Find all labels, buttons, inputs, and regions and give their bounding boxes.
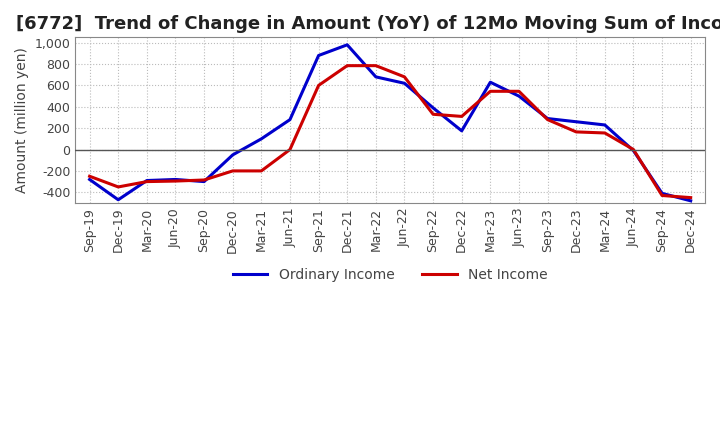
Ordinary Income: [515, 93, 523, 99]
Net Income: [85, 174, 94, 179]
Ordinary Income: [457, 128, 466, 133]
Net Income: [286, 147, 294, 152]
Ordinary Income: [572, 119, 580, 125]
Ordinary Income: [286, 117, 294, 122]
Ordinary Income: [85, 177, 94, 182]
Net Income: [314, 83, 323, 88]
Legend: Ordinary Income, Net Income: Ordinary Income, Net Income: [233, 268, 547, 282]
Ordinary Income: [143, 178, 151, 183]
Ordinary Income: [372, 74, 380, 80]
Net Income: [629, 147, 638, 152]
Ordinary Income: [171, 177, 180, 182]
Net Income: [257, 168, 266, 173]
Net Income: [600, 130, 609, 136]
Ordinary Income: [429, 105, 438, 110]
Line: Net Income: Net Income: [89, 66, 690, 198]
Net Income: [515, 88, 523, 94]
Net Income: [400, 74, 409, 80]
Net Income: [343, 63, 351, 68]
Ordinary Income: [486, 80, 495, 85]
Ordinary Income: [600, 122, 609, 128]
Net Income: [572, 129, 580, 135]
Net Income: [429, 112, 438, 117]
Line: Ordinary Income: Ordinary Income: [89, 45, 690, 201]
Net Income: [228, 168, 237, 173]
Net Income: [114, 184, 122, 190]
Net Income: [486, 88, 495, 94]
Ordinary Income: [400, 81, 409, 86]
Net Income: [143, 179, 151, 184]
Ordinary Income: [314, 53, 323, 58]
Ordinary Income: [658, 191, 667, 196]
Net Income: [686, 195, 695, 200]
Net Income: [171, 179, 180, 184]
Ordinary Income: [114, 197, 122, 202]
Y-axis label: Amount (million yen): Amount (million yen): [15, 47, 29, 193]
Title: [6772]  Trend of Change in Amount (YoY) of 12Mo Moving Sum of Incomes: [6772] Trend of Change in Amount (YoY) o…: [16, 15, 720, 33]
Ordinary Income: [199, 179, 208, 184]
Ordinary Income: [228, 152, 237, 158]
Net Income: [199, 177, 208, 183]
Ordinary Income: [544, 116, 552, 121]
Net Income: [544, 117, 552, 122]
Net Income: [658, 193, 667, 198]
Net Income: [372, 63, 380, 68]
Ordinary Income: [343, 42, 351, 48]
Ordinary Income: [257, 136, 266, 142]
Ordinary Income: [629, 148, 638, 153]
Net Income: [457, 114, 466, 119]
Ordinary Income: [686, 198, 695, 203]
